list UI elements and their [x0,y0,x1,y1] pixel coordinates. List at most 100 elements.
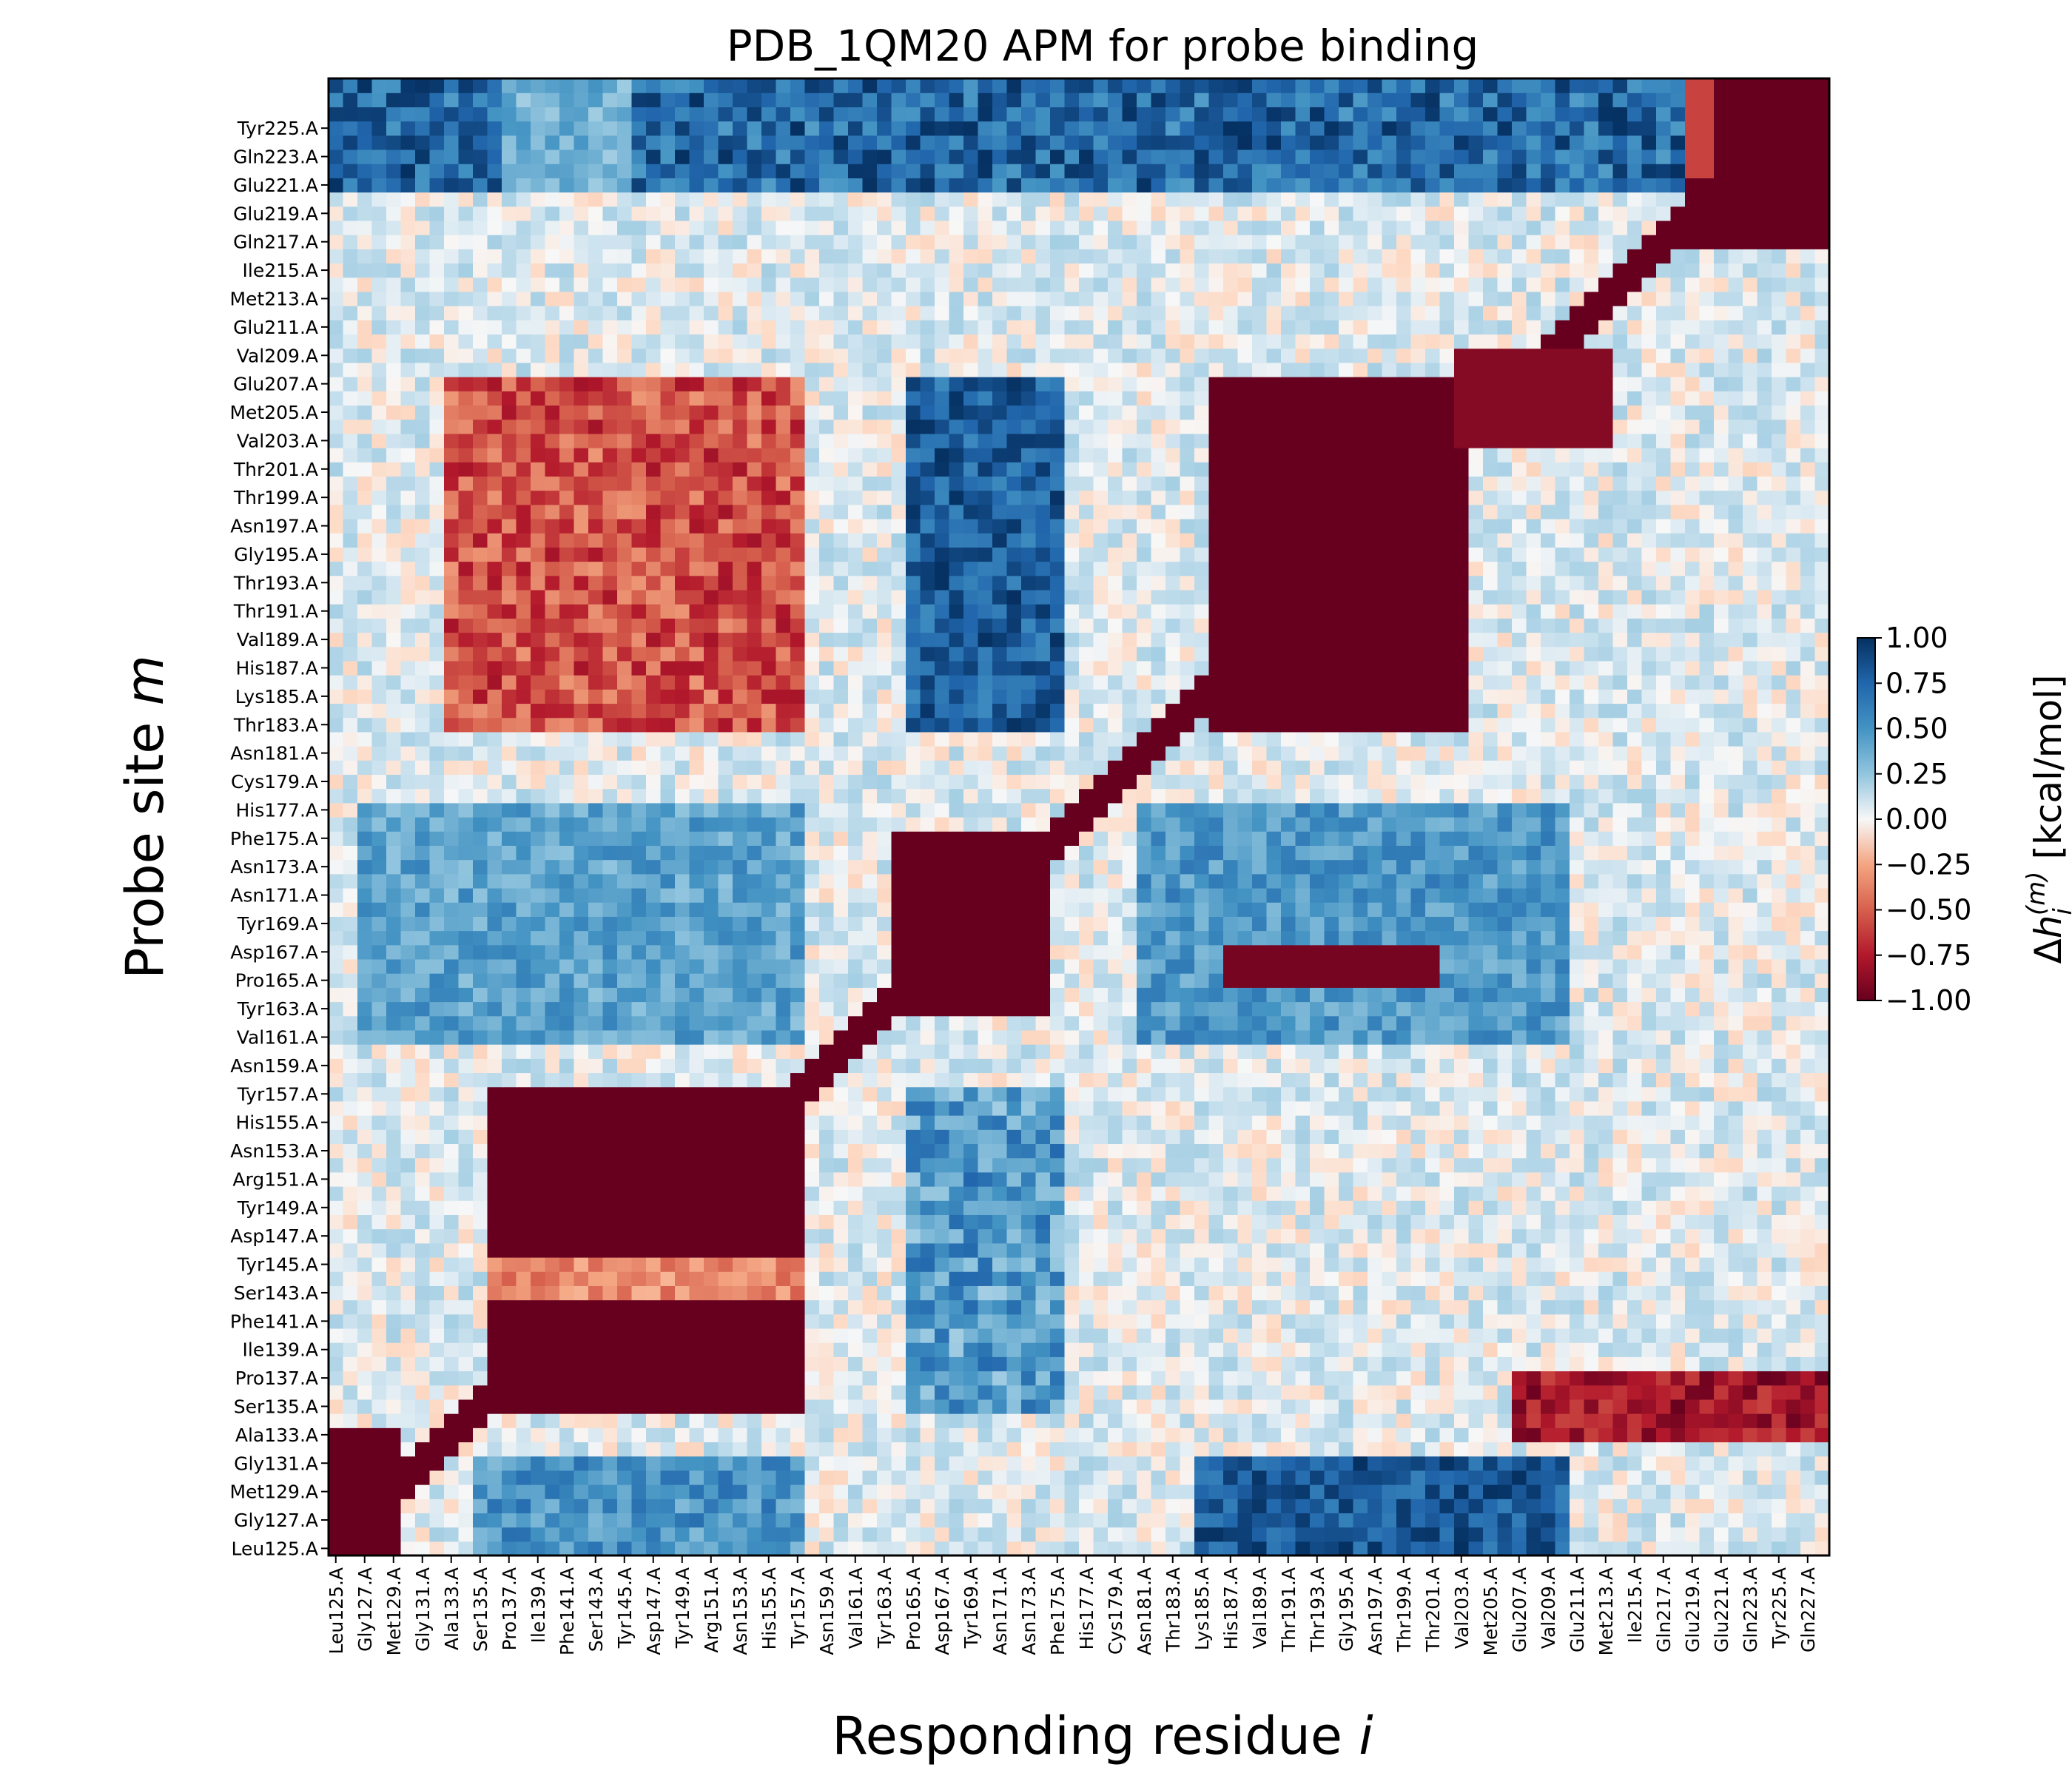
heatmap-cell [1454,1527,1470,1542]
heatmap-cell [574,1115,589,1130]
heatmap-cell [1786,1541,1801,1556]
heatmap-cell [1439,1029,1455,1045]
heatmap-cell [646,1100,662,1116]
heatmap-cell [646,1186,662,1201]
heatmap-cell [646,1257,662,1272]
heatmap-cell [1627,1157,1643,1173]
heatmap-cell [502,1427,517,1443]
heatmap-cell [516,1129,531,1145]
heatmap-cell [1208,1314,1224,1329]
heatmap-cell [1122,1413,1137,1428]
heatmap-cell [1714,1001,1729,1017]
heatmap-cell [1757,916,1772,932]
heatmap-cell [574,1157,589,1173]
heatmap-cell [516,1143,531,1159]
heatmap-cell [1324,1029,1339,1045]
heatmap-cell [1252,1214,1268,1230]
heatmap-cell [1497,1399,1513,1414]
heatmap-cell [357,1058,373,1074]
heatmap-cell [1208,873,1224,889]
heatmap-cell [1685,973,1701,988]
heatmap-cell [1410,987,1426,1003]
heatmap-cell [502,916,517,932]
heatmap-cell [1800,1470,1816,1485]
heatmap-cell [1093,1242,1109,1258]
heatmap-cell [1814,1356,1830,1372]
heatmap-cell [877,1029,892,1045]
heatmap-cell [1368,1100,1383,1116]
heatmap-cell [371,1029,387,1045]
heatmap-cell [761,1001,777,1017]
heatmap-cell [1368,1527,1383,1542]
heatmap-cell [371,873,387,889]
heatmap-cell [1410,1100,1426,1116]
heatmap-cell [1122,1100,1137,1116]
heatmap-cell [400,1356,416,1372]
heatmap-cell [1382,902,1397,917]
heatmap-cell [675,1214,690,1230]
heatmap-cell [877,1214,892,1230]
heatmap-cell [920,1484,935,1499]
heatmap-cell [833,1271,849,1286]
heatmap-cell [992,1541,1008,1556]
heatmap-cell [1252,1100,1268,1116]
heatmap-cell [833,973,849,988]
heatmap-cell [473,1470,488,1485]
heatmap-cell [531,1271,546,1286]
heatmap-cell [660,1129,676,1145]
heatmap-cell [1396,1143,1412,1159]
heatmap-cell [357,1001,373,1017]
heatmap-cell [862,1541,878,1556]
heatmap-cell [329,916,344,932]
heatmap-cell [963,1072,979,1088]
heatmap-cell [1021,1115,1037,1130]
heatmap-cell [689,1214,704,1230]
heatmap-cell [545,1157,560,1173]
heatmap-cell [733,1143,748,1159]
heatmap-cell [1064,1271,1080,1286]
heatmap-cell [733,1285,748,1301]
heatmap-cell [776,1171,791,1187]
heatmap-cell [920,1456,935,1471]
heatmap-cell [891,1044,906,1059]
heatmap-cell [458,1029,474,1045]
heatmap-cell [1743,1456,1758,1471]
heatmap-cell [776,1427,791,1443]
heatmap-cell [776,1143,791,1159]
heatmap-cell [1598,1143,1614,1159]
heatmap-cell [1786,1171,1801,1187]
heatmap-cell [833,1314,849,1329]
heatmap-cell [1035,987,1051,1003]
heatmap-cell [386,1299,402,1315]
heatmap-cell [935,1513,950,1528]
heatmap-cell [1425,930,1441,946]
heatmap-cell [1800,1186,1816,1201]
heatmap-cell [992,1029,1008,1045]
heatmap-cell [1670,1314,1686,1329]
heatmap-cell [329,1157,344,1173]
heatmap-cell [992,1498,1008,1514]
heatmap-cell [1786,1442,1801,1457]
heatmap-cell [400,1257,416,1272]
heatmap-cell [1021,1171,1037,1187]
heatmap-cell [617,1399,633,1414]
heatmap-cell [1728,1242,1743,1258]
heatmap-cell [1425,1370,1441,1386]
heatmap-cell [1050,944,1066,960]
heatmap-cell [1166,1029,1181,1045]
heatmap-cell [776,1100,791,1116]
heatmap-cell [1006,1456,1022,1471]
heatmap-cell [357,1143,373,1159]
heatmap-cell [906,1314,921,1329]
heatmap-cell [371,1328,387,1343]
heatmap-cell [1497,1115,1513,1130]
heatmap-cell [1151,1143,1166,1159]
heatmap-cell [1208,1442,1224,1457]
heatmap-cell [747,1427,762,1443]
heatmap-cell [1699,902,1715,917]
heatmap-cell [444,1257,460,1272]
heatmap-cell [1584,1242,1599,1258]
heatmap-cell [1137,1484,1152,1499]
heatmap-cell [1137,1186,1152,1201]
heatmap-cell [1541,1214,1556,1230]
